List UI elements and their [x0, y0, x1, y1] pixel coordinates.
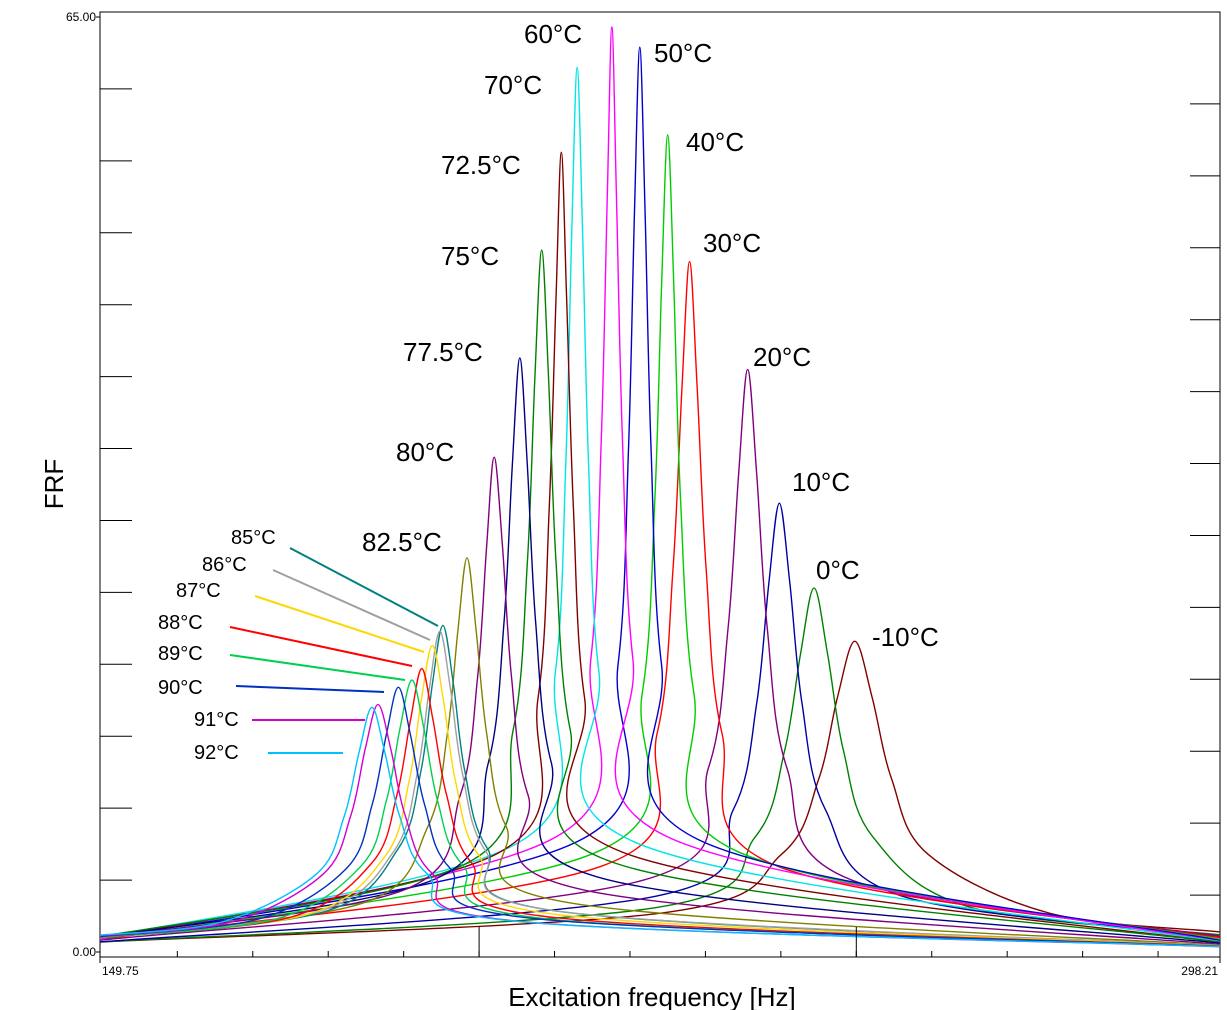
frf-curve: [100, 640, 1220, 943]
plot-frame: [99, 11, 1221, 958]
curve-label: 85°C: [231, 527, 276, 549]
leader-line: [289, 547, 439, 627]
frf-curve: [100, 502, 1220, 943]
frf-curve: [100, 26, 1220, 943]
curves: [100, 26, 1220, 948]
y-axis-label: FRF: [39, 459, 69, 510]
leader-line: [229, 654, 406, 681]
leader-line: [229, 626, 413, 667]
curve-label: 92°C: [194, 742, 239, 764]
curve-label: 10°C: [792, 467, 850, 497]
curve-label: 80°C: [396, 437, 454, 467]
curve-label: 0°C: [816, 555, 860, 585]
frf-curve: [100, 557, 1220, 946]
frf-curve: [100, 456, 1220, 945]
frf-curve: [100, 644, 1220, 947]
curve-label: 30°C: [703, 228, 761, 258]
curve-label: 70°C: [484, 70, 542, 100]
curve-label: 89°C: [158, 643, 203, 665]
y-tick-label: 0.00: [73, 945, 97, 959]
frf-curve: [100, 66, 1220, 943]
y-tick-label: 65.00: [66, 10, 96, 24]
curve-label: 40°C: [686, 127, 744, 157]
frf-curve: [100, 667, 1220, 947]
frf-curve: [100, 624, 1220, 947]
curve-label: 50°C: [654, 38, 712, 68]
leader-line: [254, 595, 425, 653]
frf-curve: [100, 46, 1220, 942]
x-axis-label: Excitation frequency [Hz]: [508, 982, 796, 1010]
frf-curve: [100, 587, 1220, 943]
curve-label: 82.5°C: [362, 527, 442, 557]
curve-label: 88°C: [158, 612, 203, 634]
curve-label: 87°C: [176, 580, 221, 602]
frf-curve: [100, 368, 1220, 941]
curve-label: 75°C: [441, 241, 499, 271]
frf-curve: [100, 686, 1220, 948]
x-tick-label: 149.75: [102, 964, 139, 978]
frf-curve: [100, 151, 1220, 944]
frf-curve: [100, 630, 1220, 947]
x-tick-label: 298.21: [1181, 964, 1218, 978]
curve-label: -10°C: [872, 622, 939, 652]
leader-line: [272, 569, 431, 641]
curve-label: 72.5°C: [441, 150, 521, 180]
frf-curve: [100, 249, 1220, 943]
curve-label: 90°C: [158, 677, 203, 699]
leader-line: [235, 685, 385, 693]
frf-curve: [100, 706, 1220, 948]
frf-curve: [100, 134, 1220, 941]
curve-label: 91°C: [194, 709, 239, 731]
curve-label: 60°C: [524, 19, 582, 49]
curve-label: 86°C: [202, 554, 247, 576]
curve-label: 77.5°C: [403, 337, 483, 367]
curve-label: 20°C: [753, 342, 811, 372]
